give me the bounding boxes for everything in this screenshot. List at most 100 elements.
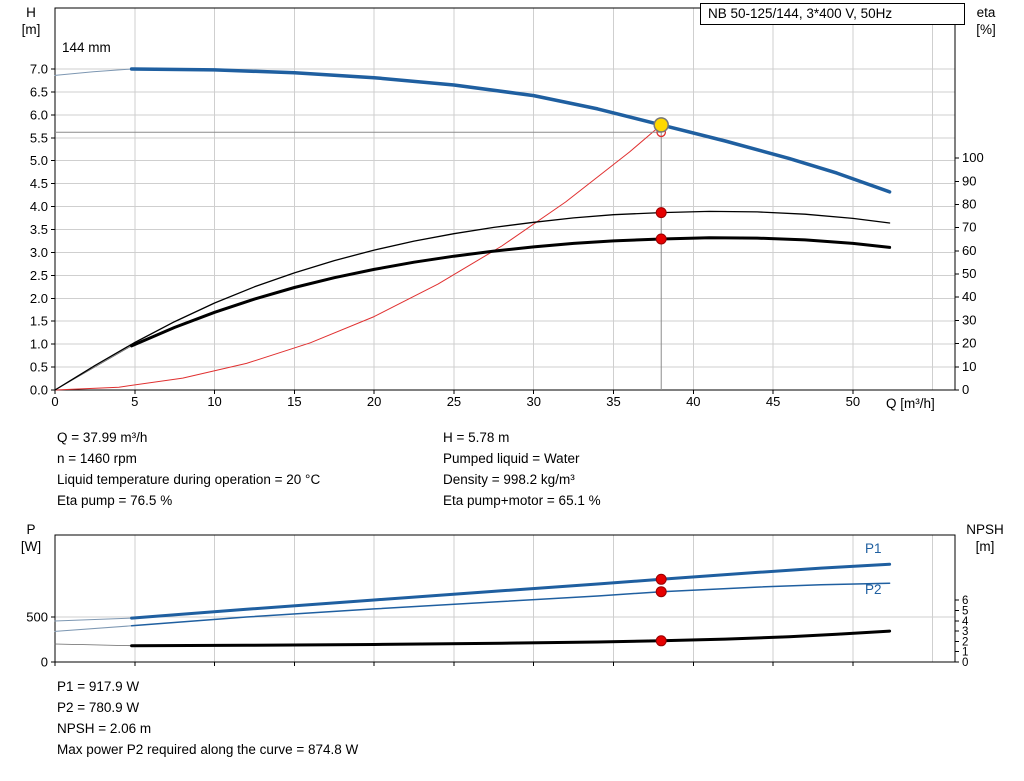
x-tick-label: 40: [686, 394, 700, 409]
y-left-tick-label: 4.0: [30, 199, 48, 214]
x-tick-label: 45: [766, 394, 780, 409]
x-tick-label: 35: [606, 394, 620, 409]
y-left-tick-label: 3.5: [30, 222, 48, 237]
y-right-tick-label: 5: [962, 605, 968, 617]
impeller-diameter-label: 144 mm: [62, 40, 111, 55]
eta-axis-symbol: eta: [976, 5, 996, 20]
info-pumped-liquid: Pumped liquid = Water: [443, 451, 580, 466]
info-head: H = 5.78 m: [443, 430, 510, 445]
p1-curve-label: P1: [865, 541, 882, 556]
h-axis-unit: [m]: [21, 22, 41, 37]
y-left-tick-label: 2.5: [30, 268, 48, 283]
info-max-p2: Max power P2 required along the curve = …: [57, 742, 359, 757]
series-eta-pump: [54, 210, 891, 391]
series-npsh-ext: [54, 643, 133, 647]
y-right-tick-label: 40: [962, 289, 976, 304]
pump-title-box: NB 50-125/144, 3*400 V, 50Hz: [700, 3, 965, 25]
marker-eta-pump-motor-point: [655, 233, 667, 245]
series-p2-ext: [54, 625, 133, 632]
series-p1: [130, 562, 892, 620]
x-tick-label: 30: [526, 394, 540, 409]
y-left-tick-label: 4.5: [30, 176, 48, 191]
marker-duty-point[interactable]: [653, 117, 669, 133]
npsh-axis-title: NPSH [m]: [956, 521, 1014, 555]
marker-eta-pump-point: [655, 207, 667, 219]
y-right-tick-label: 0: [962, 382, 969, 397]
info-eta-pump-motor: Eta pump+motor = 65.1 %: [443, 493, 601, 508]
hq-eta-chart: 0 5 10 15 20 25 30 35 40 45 50 0.0 0.5 1.0 1.5 2.0 2.5 3.…: [30, 7, 984, 409]
marker-p2-point: [655, 586, 667, 598]
power-info: P1 = 917.9 W P2 = 780.9 W NPSH = 2.06 m …: [57, 676, 358, 760]
series-npsh: [130, 629, 892, 648]
y-right-tick-label: 50: [962, 266, 976, 281]
y-right-tick-label: 2: [962, 636, 968, 648]
info-p2: P2 = 780.9 W: [57, 700, 140, 715]
info-speed: n = 1460 rpm: [57, 451, 137, 466]
y-right-tick-label: 4: [962, 616, 969, 628]
marker-p1-point: [655, 573, 667, 585]
x-tick-label: 50: [846, 394, 860, 409]
info-flow: Q = 37.99 m³/h: [57, 430, 148, 445]
h-axis-symbol: H: [26, 5, 36, 20]
x-tick-label: 0: [51, 394, 58, 409]
p-axis-symbol: P: [26, 522, 36, 537]
y-left-tick-label: 1.5: [30, 314, 48, 329]
series-system-curve: [54, 124, 662, 391]
x-tick-label: 20: [367, 394, 381, 409]
q-axis-title: Q [m³/h]: [886, 396, 935, 411]
y-right-tick-label: 1: [962, 647, 968, 659]
y-left-tick-label: 6.5: [30, 84, 48, 99]
plot-frame: [54, 7, 956, 391]
x-tick-label: 25: [447, 394, 461, 409]
y-left-tick-label: 5.5: [30, 130, 48, 145]
y-right-tick-label: 20: [962, 336, 976, 351]
series-p1-ext: [54, 617, 133, 622]
y-right-tick-label: 3: [962, 626, 968, 638]
series-head-ext: [54, 68, 133, 76]
x-tick-label: 15: [287, 394, 301, 409]
x-tick-label: 10: [207, 394, 221, 409]
y-left-tick-label: 0.5: [30, 360, 48, 375]
y-left-tick-label: 5.0: [30, 153, 48, 168]
info-density: Density = 998.2 kg/m³: [443, 472, 575, 487]
h-axis-title: H [m]: [14, 4, 48, 38]
npsh-axis-symbol: NPSH: [966, 522, 1004, 537]
series-eta-pump-motor: [130, 236, 892, 348]
info-p1: P1 = 917.9 W: [57, 679, 140, 694]
y-right-tick-label: 70: [962, 220, 976, 235]
y-right-tick-label: 80: [962, 196, 976, 211]
y-left-tick-label: 6.0: [30, 107, 48, 122]
p-axis-unit: [W]: [20, 539, 42, 554]
eta-axis-title: eta [%]: [964, 4, 1008, 38]
y-left-tick-label: 0: [41, 655, 48, 670]
y-left-tick-label: 7.0: [30, 61, 48, 76]
x-tick-label: 5: [131, 394, 138, 409]
y-right-tick-label: 60: [962, 243, 976, 258]
p-axis-title: P [W]: [14, 521, 48, 555]
eta-axis-unit: [%]: [976, 22, 996, 37]
y-left-tick-label: 0.0: [30, 383, 48, 398]
series-p2: [130, 582, 891, 627]
y-right-tick-label: 10: [962, 359, 976, 374]
p2-curve-label: P2: [865, 582, 882, 597]
y-right-tick-label: 6: [962, 595, 968, 607]
series-head-144mm: [129, 67, 892, 194]
y-left-tick-label: 1.0: [30, 337, 48, 352]
y-right-tick-label: 100: [962, 150, 984, 165]
y-right-tick-label: 0: [962, 657, 968, 669]
info-liquid-temp: Liquid temperature during operation = 20…: [57, 472, 321, 487]
npsh-axis-unit: [m]: [975, 539, 995, 554]
marker-npsh-point: [655, 635, 667, 647]
info-eta-pump: Eta pump = 76.5 %: [57, 493, 173, 508]
y-left-tick-label: 500: [26, 609, 48, 624]
plot-frame: [54, 534, 956, 663]
y-right-tick-label: 30: [962, 312, 976, 327]
y-left-tick-label: 3.0: [30, 245, 48, 260]
y-right-tick-label: 90: [962, 173, 976, 188]
duty-info-right: H = 5.78 m Pumped liquid = Water Density…: [443, 427, 601, 511]
info-npsh: NPSH = 2.06 m: [57, 721, 152, 736]
duty-info-left: Q = 37.99 m³/h n = 1460 rpm Liquid tempe…: [57, 427, 320, 511]
y-left-tick-label: 2.0: [30, 291, 48, 306]
